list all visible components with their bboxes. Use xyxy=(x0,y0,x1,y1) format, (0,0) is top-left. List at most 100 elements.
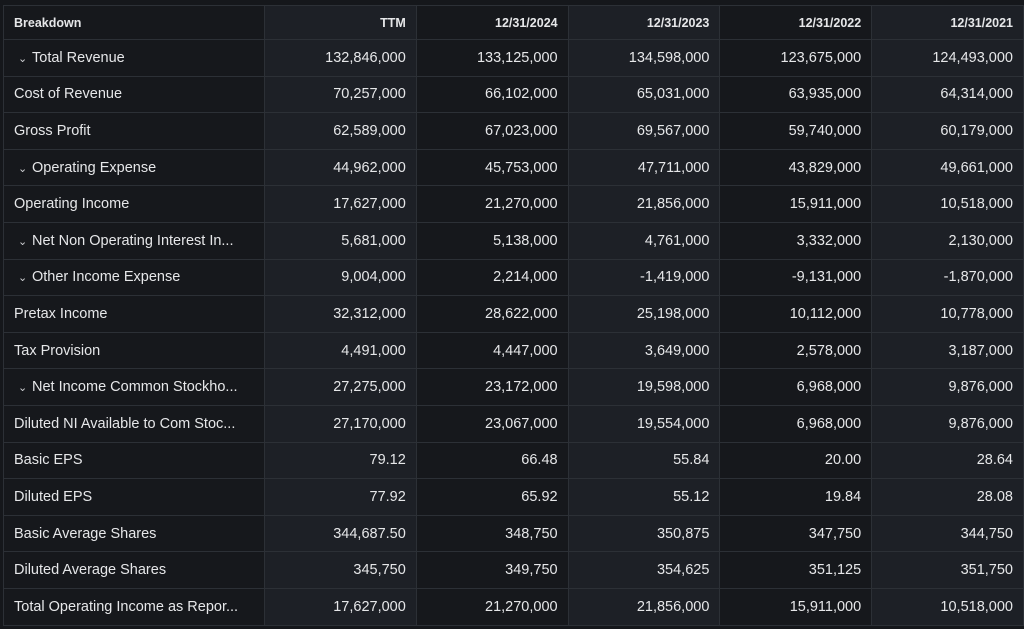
value-cell: 2,214,000 xyxy=(415,258,569,297)
row-label-cell[interactable]: ⌄ Other Income Expense xyxy=(3,258,265,297)
row-label-cell[interactable]: ⌄ Total Revenue xyxy=(3,39,265,77)
row-label-cell: Gross Profit xyxy=(3,112,265,150)
value-cell: 21,856,000 xyxy=(567,587,721,626)
row-label-cell[interactable]: ⌄ Net Income Common Stockho... xyxy=(3,368,265,406)
value-cell: 133,125,000 xyxy=(415,39,569,77)
income-statement-table: Breakdown TTM 12/31/2024 12/31/2023 12/31/20… xyxy=(3,5,1024,626)
column-header-period: TTM xyxy=(264,5,417,40)
value-cell: 17,627,000 xyxy=(264,185,417,223)
row-label-cell: Basic Average Shares xyxy=(3,514,265,553)
value-cell: 124,493,000 xyxy=(871,39,1024,77)
row-label-cell: Diluted NI Available to Com Stoc... xyxy=(3,404,265,443)
value-cell: 9,004,000 xyxy=(264,258,417,297)
value-cell: 23,067,000 xyxy=(415,404,569,443)
table-row: ⌄ Net Non Operating Interest In... 5,681,0… xyxy=(3,221,1024,260)
value-cell: 27,275,000 xyxy=(264,368,417,406)
table-row: Basic EPS 79.12 66.48 55.84 20.00 28.64 xyxy=(3,441,1024,480)
row-label: Basic Average Shares xyxy=(14,525,157,542)
value-cell: 10,518,000 xyxy=(871,185,1024,223)
table-header-row: Breakdown TTM 12/31/2024 12/31/2023 12/31/20… xyxy=(3,5,1024,40)
value-cell: 354,625 xyxy=(567,551,721,589)
table-row: Diluted EPS 77.92 65.92 55.12 19.84 28.08 xyxy=(3,478,1024,516)
value-cell: 77.92 xyxy=(264,478,417,516)
value-cell: 21,270,000 xyxy=(415,185,569,223)
value-cell: 70,257,000 xyxy=(264,75,417,114)
value-cell: 44,962,000 xyxy=(264,148,417,187)
row-label: Diluted EPS xyxy=(14,488,93,505)
chevron-down-icon[interactable]: ⌄ xyxy=(18,52,28,65)
chevron-down-icon[interactable]: ⌄ xyxy=(18,162,28,175)
value-cell: 62,589,000 xyxy=(264,112,417,150)
value-cell: 28.08 xyxy=(871,478,1024,516)
value-cell: 25,198,000 xyxy=(567,295,721,333)
value-cell: 2,130,000 xyxy=(871,221,1024,260)
value-cell: 79.12 xyxy=(264,441,417,480)
table-row: ⌄ Other Income Expense 9,004,000 2,214,000-… xyxy=(3,258,1024,297)
row-label-cell[interactable]: ⌄ Net Non Operating Interest In... xyxy=(3,221,265,260)
row-label-cell: Basic EPS xyxy=(3,441,265,480)
value-cell: 2,578,000 xyxy=(719,331,873,370)
value-cell: 3,332,000 xyxy=(719,221,873,260)
value-cell: 10,518,000 xyxy=(871,587,1024,626)
row-label: Operating Expense xyxy=(32,159,157,176)
value-cell: 350,875 xyxy=(567,514,721,553)
value-cell: 64,314,000 xyxy=(871,75,1024,114)
value-cell: 345,750 xyxy=(264,551,417,589)
value-cell: 6,968,000 xyxy=(719,404,873,443)
value-cell: 5,681,000 xyxy=(264,221,417,260)
value-cell: -1,870,000 xyxy=(871,258,1024,297)
row-label: Tax Provision xyxy=(14,342,101,359)
chevron-down-icon[interactable]: ⌄ xyxy=(18,272,28,285)
row-label-cell: Operating Income xyxy=(3,185,265,223)
row-label-cell: Total Operating Income as Repor... xyxy=(3,587,265,626)
value-cell: 10,112,000 xyxy=(719,295,873,333)
row-label: Net Income Common Stockho... xyxy=(32,379,238,396)
value-cell: 349,750 xyxy=(415,551,569,589)
row-label-cell: Diluted EPS xyxy=(3,478,265,516)
value-cell: 132,846,000 xyxy=(264,39,417,77)
value-cell: 49,661,000 xyxy=(871,148,1024,187)
value-cell: 28,622,000 xyxy=(415,295,569,333)
value-cell: 43,829,000 xyxy=(719,148,873,187)
table-row: Gross Profit 62,589,000 67,023,000 69,567,0… xyxy=(3,112,1024,150)
column-header-period: 12/31/2021 xyxy=(871,5,1024,40)
value-cell: 66.48 xyxy=(415,441,569,480)
chevron-down-icon[interactable]: ⌄ xyxy=(18,235,28,248)
value-cell: 55.12 xyxy=(567,478,721,516)
value-cell: 59,740,000 xyxy=(719,112,873,150)
table-row: ⌄ Operating Expense 44,962,000 45,753,000 47… xyxy=(3,148,1024,187)
value-cell: 9,876,000 xyxy=(871,368,1024,406)
value-cell: 6,968,000 xyxy=(719,368,873,406)
value-cell: -1,419,000 xyxy=(567,258,721,297)
value-cell: 4,761,000 xyxy=(567,221,721,260)
value-cell: 45,753,000 xyxy=(415,148,569,187)
value-cell: 348,750 xyxy=(415,514,569,553)
value-cell: 351,750 xyxy=(871,551,1024,589)
row-label-cell[interactable]: ⌄ Operating Expense xyxy=(3,148,265,187)
table-row: Operating Income 17,627,000 21,270,000 21,8… xyxy=(3,185,1024,223)
row-label: Operating Income xyxy=(14,196,130,213)
value-cell: 19,554,000 xyxy=(567,404,721,443)
table-row: ⌄ Net Income Common Stockho... 27,275,000 2… xyxy=(3,368,1024,406)
value-cell: 65,031,000 xyxy=(567,75,721,114)
value-cell: 23,172,000 xyxy=(415,368,569,406)
value-cell: 3,187,000 xyxy=(871,331,1024,370)
value-cell: 63,935,000 xyxy=(719,75,873,114)
value-cell: 9,876,000 xyxy=(871,404,1024,443)
table-row: Diluted Average Shares 345,750 349,750 354,… xyxy=(3,551,1024,589)
table-row: ⌄ Total Revenue 132,846,000 133,125,000 134,… xyxy=(3,39,1024,77)
row-label: Net Non Operating Interest In... xyxy=(32,232,234,249)
value-cell: 344,687.50 xyxy=(264,514,417,553)
row-label: Diluted Average Shares xyxy=(14,562,167,579)
table-row: Cost of Revenue 70,257,000 66,102,000 65,03… xyxy=(3,75,1024,114)
chevron-down-icon[interactable]: ⌄ xyxy=(18,382,28,395)
row-label: Total Operating Income as Repor... xyxy=(14,598,239,615)
row-label-cell: Tax Provision xyxy=(3,331,265,370)
row-label: Other Income Expense xyxy=(32,269,181,286)
column-header-period: 12/31/2024 xyxy=(415,5,569,40)
financials-table-container: Breakdown TTM 12/31/2024 12/31/2023 12/31/20… xyxy=(3,5,1024,626)
value-cell: 351,125 xyxy=(719,551,873,589)
row-label-cell: Cost of Revenue xyxy=(3,75,265,114)
value-cell: 17,627,000 xyxy=(264,587,417,626)
value-cell: 32,312,000 xyxy=(264,295,417,333)
